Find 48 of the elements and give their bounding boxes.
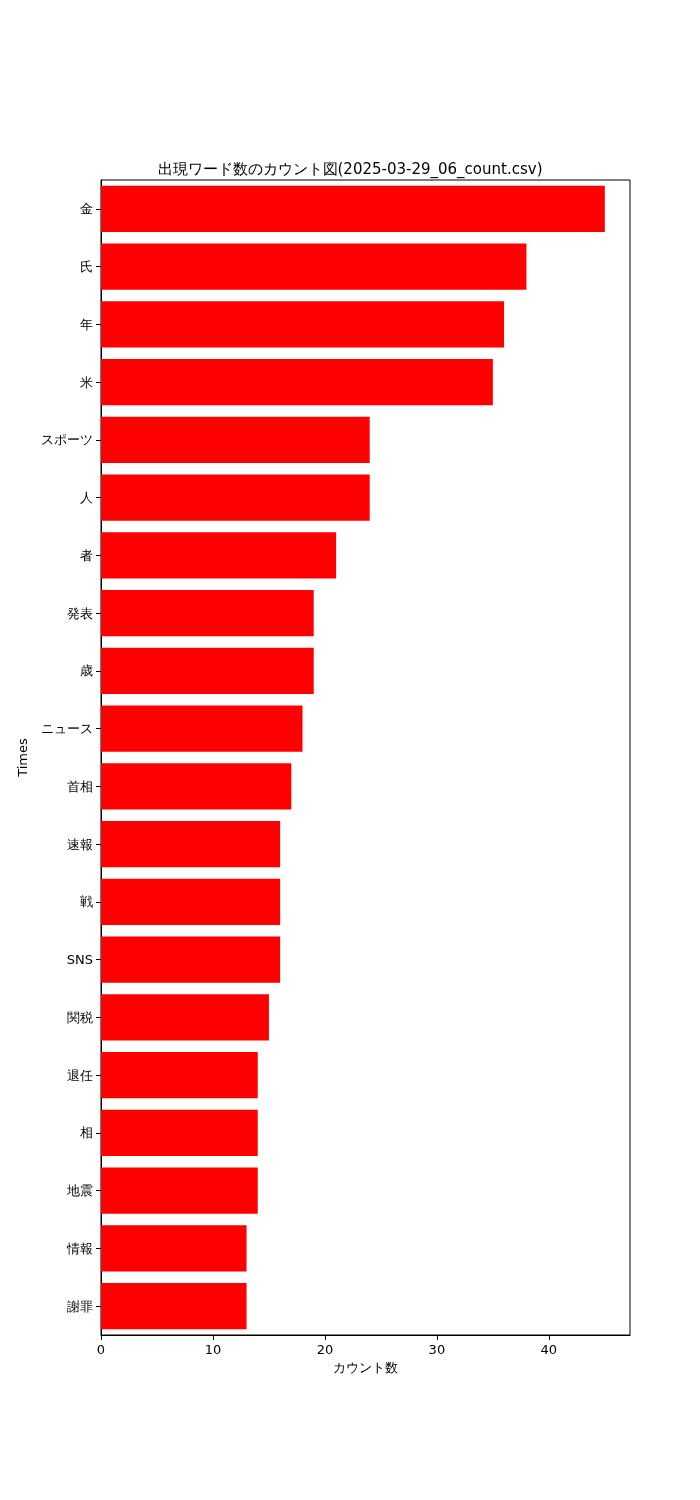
x-tick-label: 10 xyxy=(204,1342,222,1357)
bar xyxy=(101,1167,258,1214)
y-tick-label: 相 xyxy=(80,1125,93,1141)
y-tick-label: 首相 xyxy=(67,778,93,794)
y-tick-label: SNS xyxy=(66,952,93,968)
y-tick-label: 情報 xyxy=(66,1240,93,1256)
y-axis-title: Times xyxy=(15,737,30,778)
bar xyxy=(101,416,370,463)
x-tick-label: 0 xyxy=(96,1342,106,1357)
y-tick-label: 金 xyxy=(80,201,93,217)
y-tick-label: 発表 xyxy=(67,605,93,621)
bar xyxy=(101,301,505,348)
y-tick-label: 退任 xyxy=(67,1067,93,1083)
bar xyxy=(101,243,527,290)
bar xyxy=(101,1109,258,1156)
y-tick-label: 地震 xyxy=(66,1183,93,1199)
bar xyxy=(101,763,292,810)
y-tick-label: 者 xyxy=(80,547,93,563)
y-tick-label: 氏 xyxy=(80,259,93,275)
bar xyxy=(101,359,493,406)
bar xyxy=(101,185,605,232)
x-tick-label: 30 xyxy=(428,1342,446,1357)
bar xyxy=(101,1225,247,1272)
y-tick-label: 速報 xyxy=(67,836,93,852)
bar xyxy=(101,878,281,925)
bar xyxy=(101,1283,247,1330)
y-tick-label: 米 xyxy=(80,374,93,390)
y-tick-label: 戦 xyxy=(80,894,93,910)
bar xyxy=(101,936,281,983)
y-tick-label: 謝罪 xyxy=(67,1298,93,1314)
y-tick-label: 歳 xyxy=(80,663,93,679)
bar xyxy=(101,821,281,868)
bar xyxy=(101,705,303,752)
y-tick-label: 関税 xyxy=(67,1009,93,1025)
bar xyxy=(101,590,314,637)
bar xyxy=(101,532,337,579)
y-tick-label: 年 xyxy=(80,316,93,332)
x-tick-label: 40 xyxy=(540,1342,558,1357)
x-tick-label: 20 xyxy=(316,1342,334,1357)
bar xyxy=(101,474,370,521)
chart-title: 出現ワード数のカウント図(2025-03-29_06_count.csv) xyxy=(157,159,543,179)
bar xyxy=(101,1052,258,1099)
bar xyxy=(101,994,269,1041)
bar xyxy=(101,647,314,694)
y-tick-label: スポーツ xyxy=(41,432,93,448)
x-axis-title: カウント数 xyxy=(333,1360,398,1375)
y-tick-label: ニュース xyxy=(41,721,93,737)
y-tick-label: 人 xyxy=(80,490,93,506)
